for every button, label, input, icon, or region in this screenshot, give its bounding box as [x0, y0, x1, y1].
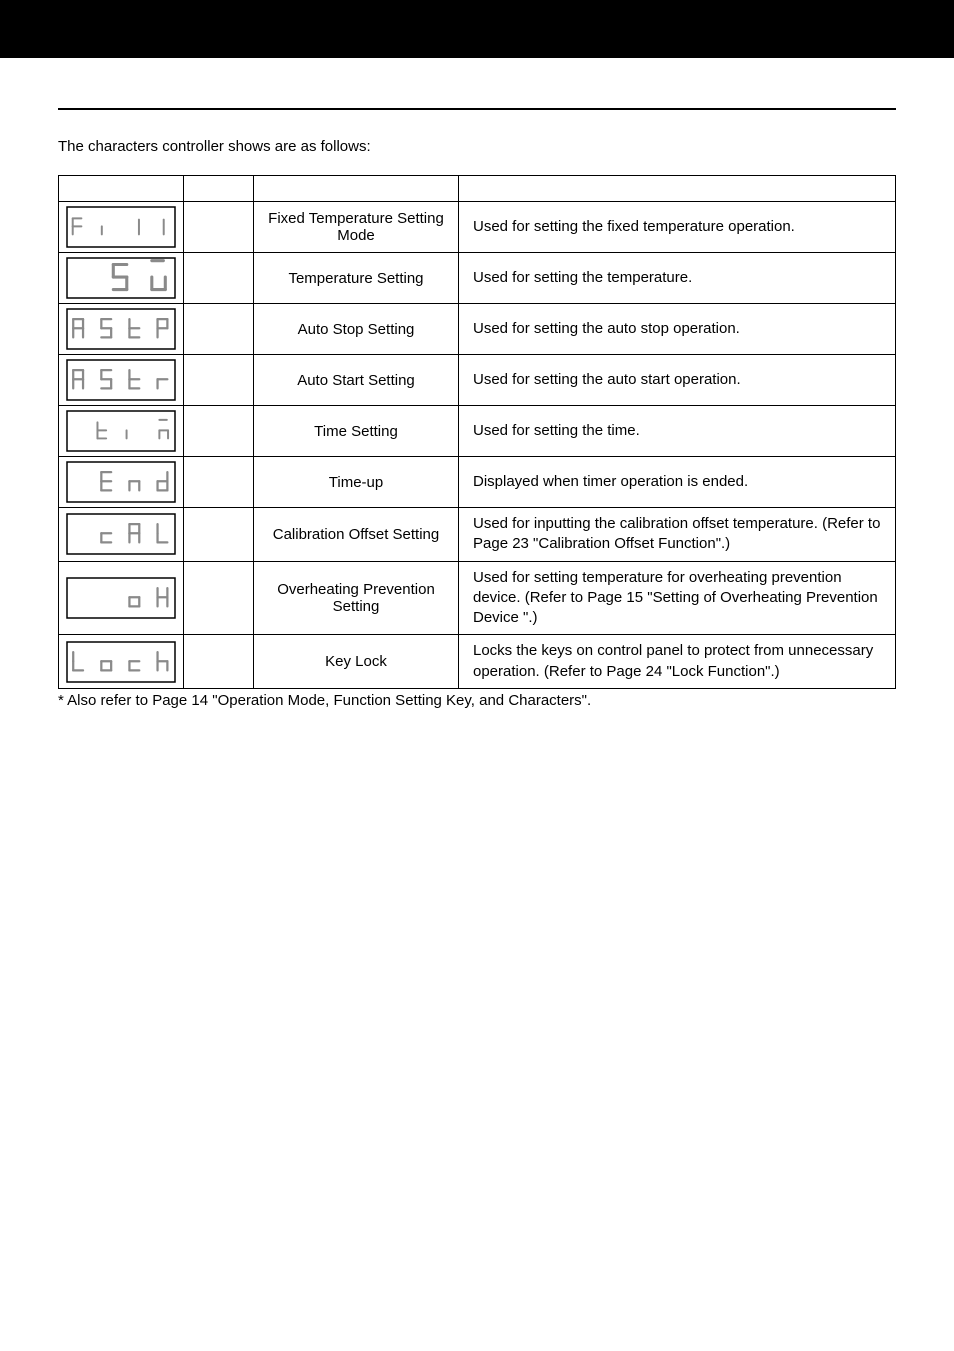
name-cell: Auto Stop Setting: [254, 304, 459, 355]
table-row: Overheating Prevention SettingUsed for s…: [59, 561, 896, 635]
display-cell: [59, 253, 184, 304]
spacer-cell: [184, 304, 254, 355]
spacer-cell: [184, 253, 254, 304]
table-row: Temperature SettingUsed for setting the …: [59, 253, 896, 304]
name-cell: Time Setting: [254, 406, 459, 457]
desc-cell: Displayed when timer operation is ended.: [459, 457, 896, 508]
desc-cell: Used for setting the auto stop operation…: [459, 304, 896, 355]
desc-cell: Locks the keys on control panel to prote…: [459, 635, 896, 689]
table-row: Key LockLocks the keys on control panel …: [59, 635, 896, 689]
name-cell: Key Lock: [254, 635, 459, 689]
content-area: The characters controller shows are as f…: [0, 58, 954, 709]
name-cell: Auto Start Setting: [254, 355, 459, 406]
name-cell: Time-up: [254, 457, 459, 508]
desc-cell: Used for setting the fixed temperature o…: [459, 202, 896, 253]
name-cell: Fixed Temperature Setting Mode: [254, 202, 459, 253]
spacer-cell: [184, 635, 254, 689]
desc-cell: Used for setting the auto start operatio…: [459, 355, 896, 406]
footnote: * Also refer to Page 14 "Operation Mode,…: [58, 692, 896, 709]
characters-table: Fixed Temperature Setting ModeUsed for s…: [58, 175, 896, 689]
spacer-cell: [184, 406, 254, 457]
header-desc: [459, 176, 896, 202]
display-cell: [59, 508, 184, 562]
section-divider: [58, 108, 896, 110]
table-row: Calibration Offset SettingUsed for input…: [59, 508, 896, 562]
name-cell: Temperature Setting: [254, 253, 459, 304]
desc-cell: Used for setting the time.: [459, 406, 896, 457]
spacer-cell: [184, 202, 254, 253]
name-cell: Overheating Prevention Setting: [254, 561, 459, 635]
display-cell: [59, 561, 184, 635]
table-row: Fixed Temperature Setting ModeUsed for s…: [59, 202, 896, 253]
table-row: Auto Stop SettingUsed for setting the au…: [59, 304, 896, 355]
spacer-cell: [184, 355, 254, 406]
display-cell: [59, 406, 184, 457]
display-cell: [59, 202, 184, 253]
display-cell: [59, 635, 184, 689]
spacer-cell: [184, 561, 254, 635]
desc-cell: Used for setting the temperature.: [459, 253, 896, 304]
intro-text: The characters controller shows are as f…: [58, 138, 896, 155]
spacer-cell: [184, 457, 254, 508]
spacer-cell: [184, 508, 254, 562]
header-display: [59, 176, 184, 202]
header-bar: [0, 0, 954, 58]
header-name: [254, 176, 459, 202]
table-row: Time SettingUsed for setting the time.: [59, 406, 896, 457]
desc-cell: Used for setting temperature for overhea…: [459, 561, 896, 635]
header-spacer: [184, 176, 254, 202]
display-cell: [59, 355, 184, 406]
name-cell: Calibration Offset Setting: [254, 508, 459, 562]
display-cell: [59, 304, 184, 355]
desc-cell: Used for inputting the calibration offse…: [459, 508, 896, 562]
table-row: Time-upDisplayed when timer operation is…: [59, 457, 896, 508]
table-row: Auto Start SettingUsed for setting the a…: [59, 355, 896, 406]
display-cell: [59, 457, 184, 508]
